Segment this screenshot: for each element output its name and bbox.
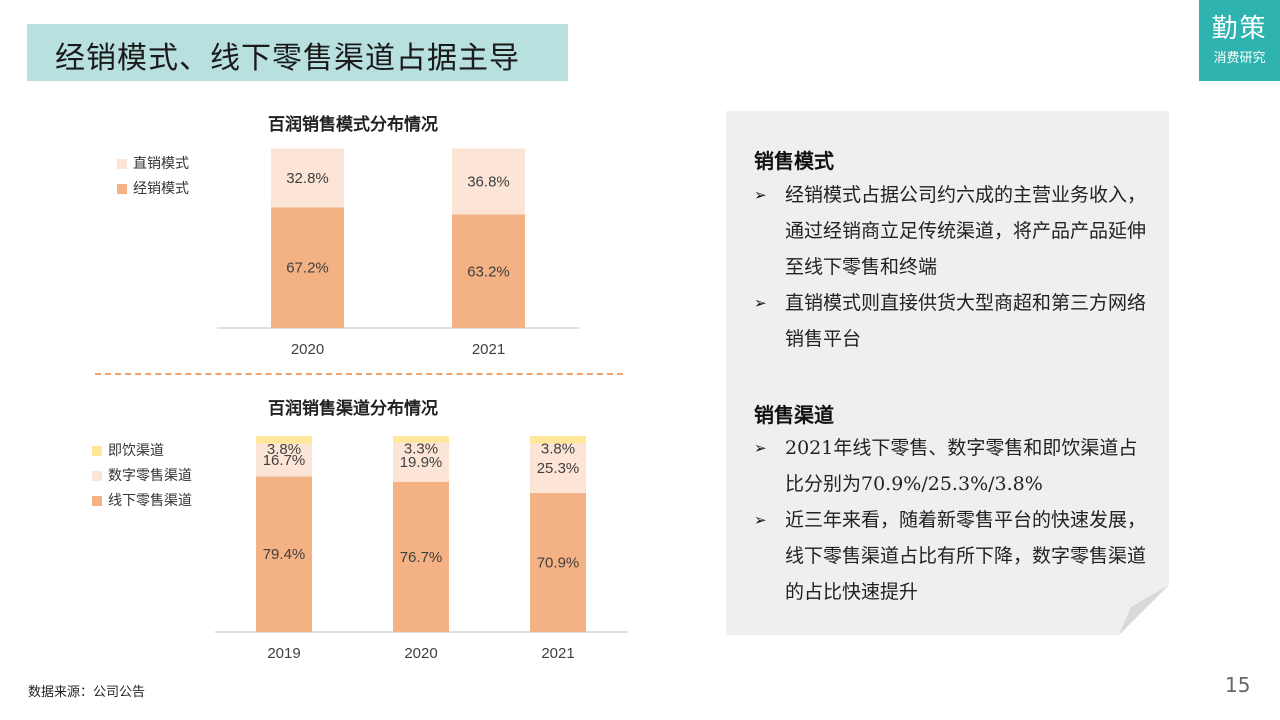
page-title: 经销模式、线下零售渠道占据主导: [55, 41, 520, 76]
data-label: 79.4%: [263, 546, 306, 563]
legend-label: 经销模式: [133, 181, 189, 197]
chart1-title: 百润销售模式分布情况: [268, 115, 438, 135]
chart1-legend: 直销模式 经销模式: [117, 152, 189, 202]
legend-swatch: [92, 496, 102, 506]
bar-segment: [452, 148, 525, 215]
chart2-legend-item-digital: 数字零售渠道: [92, 464, 192, 489]
bullet-text: 直销模式则直接供货大型商超和第三方网络销售平台: [785, 292, 1147, 350]
data-label: 32.8%: [286, 170, 329, 187]
data-label: 19.9%: [400, 454, 443, 471]
bar-segment: [393, 436, 449, 443]
chart2-legend-item-ready-to-drink: 即饮渠道: [92, 439, 192, 464]
legend-label: 即饮渠道: [108, 443, 164, 459]
data-source-note: 数据来源：公司公告: [28, 685, 146, 700]
arrow-bullet-icon: ➢: [754, 439, 767, 457]
legend-swatch: [92, 446, 102, 456]
bar-segment: [530, 443, 586, 494]
data-label: 36.8%: [467, 174, 510, 191]
bar-segment: [256, 436, 312, 444]
title-bar: 经销模式、线下零售渠道占据主导: [27, 24, 568, 81]
arrow-bullet-icon: ➢: [754, 294, 767, 312]
bar-segment: [256, 476, 312, 632]
chart1-legend-item-dealer: 经销模式: [117, 177, 189, 202]
chart1-legend-item-direct: 直销模式: [117, 152, 189, 177]
data-label: 70.9%: [537, 555, 580, 572]
data-label: 67.2%: [286, 260, 329, 277]
data-label: 76.7%: [400, 549, 443, 566]
page-curl-decoration: [1119, 585, 1169, 635]
data-label: 3.8%: [541, 441, 575, 458]
page-number: 15: [1225, 673, 1251, 697]
bar-segment: [530, 436, 586, 444]
x-tick-label: 2021: [541, 645, 574, 662]
bar-segment: [256, 443, 312, 477]
chart2-title: 百润销售渠道分布情况: [268, 399, 438, 419]
data-label: 16.7%: [263, 452, 306, 469]
x-tick-label: 2019: [267, 645, 300, 662]
section-title-sales-mode: 销售模式: [754, 149, 834, 173]
arrow-bullet-icon: ➢: [754, 511, 767, 529]
bar-segment: [452, 214, 525, 328]
logo-sub-text: 消费研究: [1213, 51, 1266, 66]
bar-segment: [271, 207, 344, 328]
legend-label: 线下零售渠道: [108, 493, 192, 509]
logo-main-text: 勤策: [1211, 14, 1268, 44]
x-tick-label: 2020: [404, 645, 437, 662]
data-label: 3.8%: [267, 441, 301, 458]
bar-segment: [530, 493, 586, 632]
section-divider: [95, 373, 623, 375]
data-label: 25.3%: [537, 460, 580, 477]
chart2-legend: 即饮渠道 数字零售渠道 线下零售渠道: [92, 439, 192, 514]
brand-logo: 勤策 消费研究: [1199, 0, 1280, 81]
data-label: 63.2%: [467, 263, 510, 280]
x-tick-label: 2020: [291, 341, 324, 358]
legend-swatch: [117, 184, 127, 194]
bar-segment: [393, 442, 449, 482]
legend-swatch: [92, 471, 102, 481]
bar-segment: [393, 481, 449, 632]
chart2-legend-item-offline: 线下零售渠道: [92, 489, 192, 514]
legend-swatch: [117, 159, 127, 169]
curl-flap: [1119, 585, 1169, 635]
section-title-sales-channel: 销售渠道: [754, 403, 834, 427]
bullet-text: 近三年来看，随着新零售平台的快速发展，线下零售渠道占比有所下降，数字零售渠道的占…: [785, 509, 1147, 603]
bullet-text: 经销模式占据公司约六成的主营业务收入，通过经销商立足传统渠道，将产品产品延伸至线…: [785, 184, 1147, 278]
x-tick-label: 2021: [472, 341, 505, 358]
arrow-bullet-icon: ➢: [754, 186, 767, 204]
legend-label: 直销模式: [133, 156, 189, 172]
bullet-text: 2021年线下零售、数字零售和即饮渠道占比分别为70.9%/25.3%/3.8%: [785, 437, 1138, 495]
summary-panel: 销售模式 ➢ 经销模式占据公司约六成的主营业务收入，通过经销商立足传统渠道，将产…: [726, 111, 1169, 635]
data-label: 3.3%: [404, 440, 438, 457]
legend-label: 数字零售渠道: [108, 468, 192, 484]
bar-segment: [271, 148, 344, 208]
